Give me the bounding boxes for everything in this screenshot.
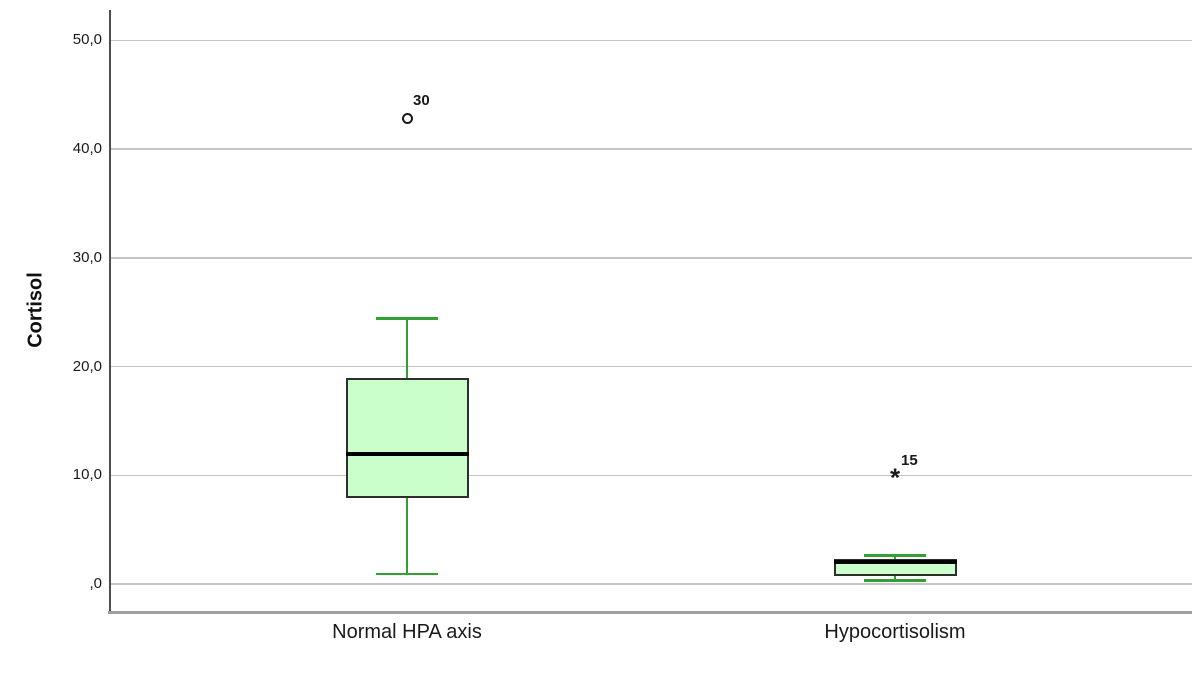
y-tick-label: 10,0	[72, 466, 102, 484]
upper-whisker-cap	[864, 554, 926, 557]
upper-whisker-cap	[376, 317, 438, 320]
gridline	[110, 39, 1192, 41]
y-tick-label: 50,0	[72, 31, 102, 49]
gridline	[110, 365, 1192, 368]
x-category-label: Hypocortisolism	[824, 621, 966, 643]
outlier-circle-marker	[401, 113, 413, 125]
y-axis-line	[109, 10, 111, 614]
lower-whisker-cap	[376, 572, 438, 576]
y-tick-label: 40,0	[72, 140, 102, 157]
y-tick-label: 30,0	[72, 248, 102, 266]
x-axis-line	[108, 611, 1192, 614]
outlier-label: 15	[901, 452, 918, 470]
outlier-label: 30	[413, 91, 430, 109]
outlier-asterisk-marker: *	[889, 462, 901, 493]
gridline	[110, 583, 1192, 585]
lower-whisker-cap	[864, 579, 926, 582]
median-line	[833, 560, 957, 565]
lower-whisker-line	[405, 498, 409, 575]
lower-whisker-line	[893, 576, 897, 581]
gridline	[110, 148, 1192, 150]
upper-whisker-line	[405, 318, 409, 379]
box	[345, 378, 469, 499]
y-tick-label: 20,0	[72, 357, 102, 375]
x-category-label: Normal HPA axis	[332, 621, 482, 643]
y-tick-label: ,0	[89, 575, 102, 592]
median-line	[345, 451, 469, 456]
gridline	[110, 474, 1192, 476]
gridline	[110, 257, 1192, 259]
upper-whisker-line	[893, 555, 897, 559]
